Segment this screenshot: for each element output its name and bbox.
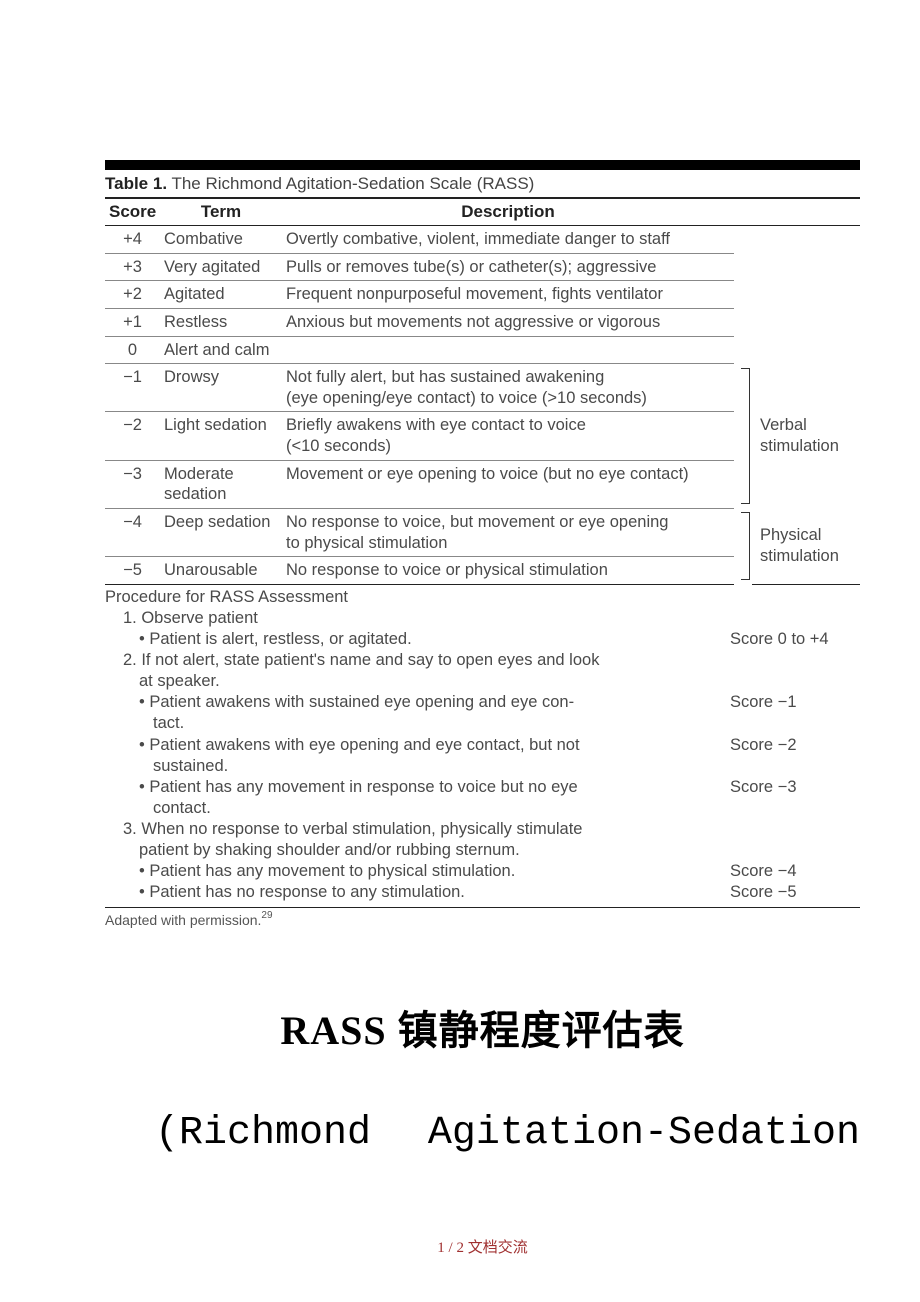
- subtitle-row: (Richmond Agitation-Sedation: [105, 1111, 860, 1156]
- page-number: 1 / 2 文档交流: [105, 1236, 860, 1257]
- stim-physical: Physical stimulation: [752, 508, 860, 584]
- procedure-line: 1. Observe patient: [105, 608, 860, 629]
- document-page: Table 1. The Richmond Agitation-Sedation…: [0, 0, 920, 1297]
- table-caption: Table 1. The Richmond Agitation-Sedation…: [105, 170, 860, 197]
- rass-table: Score Term Description +4CombativeOvertl…: [105, 197, 860, 585]
- caption-bold: Table 1.: [105, 174, 167, 193]
- subtitle-left: (Richmond: [115, 1111, 371, 1156]
- th-desc: Description: [282, 198, 734, 226]
- table-row: +1RestlessAnxious but movements not aggr…: [105, 308, 860, 336]
- chinese-title: RASS 镇静程度评估表: [105, 998, 860, 1056]
- procedure-line: • Patient has any movement in response t…: [105, 777, 860, 798]
- footnote: Adapted with permission.29: [105, 908, 860, 928]
- caption-rest: The Richmond Agitation-Sedation Scale (R…: [167, 174, 534, 193]
- table-row: −1 Drowsy Not fully alert, but has susta…: [105, 364, 860, 412]
- th-term: Term: [160, 198, 282, 226]
- table-row: −4 Deep sedation No response to voice, b…: [105, 508, 860, 556]
- procedure-line: • Patient awakens with sustained eye ope…: [105, 692, 860, 713]
- procedure-line: contact.: [105, 798, 860, 819]
- subtitle-right: Agitation-Sedation: [428, 1111, 860, 1156]
- th-stim: [734, 198, 860, 226]
- th-score: Score: [105, 198, 160, 226]
- procedure-line: 2. If not alert, state patient's name an…: [105, 650, 860, 671]
- table-row: +4CombativeOvertly combative, violent, i…: [105, 226, 860, 254]
- procedure-line: at speaker.: [105, 671, 860, 692]
- procedure-line: tact.: [105, 713, 860, 734]
- procedure-title: Procedure for RASS Assessment: [105, 585, 860, 608]
- top-bar: [105, 160, 860, 170]
- table-row: +3Very agitatedPulls or removes tube(s) …: [105, 253, 860, 281]
- procedure-line: sustained.: [105, 756, 860, 777]
- procedure-line: 3. When no response to verbal stimulatio…: [105, 819, 860, 840]
- bracket-verbal: [734, 364, 752, 509]
- table-row: +2AgitatedFrequent nonpurposeful movemen…: [105, 281, 860, 309]
- procedure-line: • Patient has any movement to physical s…: [105, 861, 860, 882]
- procedure-line: patient by shaking shoulder and/or rubbi…: [105, 840, 860, 861]
- procedure-line: • Patient is alert, restless, or agitate…: [105, 629, 860, 650]
- stim-verbal: Verbal stimulation: [752, 364, 860, 509]
- procedure-block: Procedure for RASS Assessment 1. Observe…: [105, 585, 860, 909]
- procedure-line: • Patient awakens with eye opening and e…: [105, 735, 860, 756]
- bracket-physical: [734, 508, 752, 584]
- table-header-row: Score Term Description: [105, 198, 860, 226]
- procedure-line: • Patient has no response to any stimula…: [105, 882, 860, 903]
- table-row: 0Alert and calm: [105, 336, 860, 364]
